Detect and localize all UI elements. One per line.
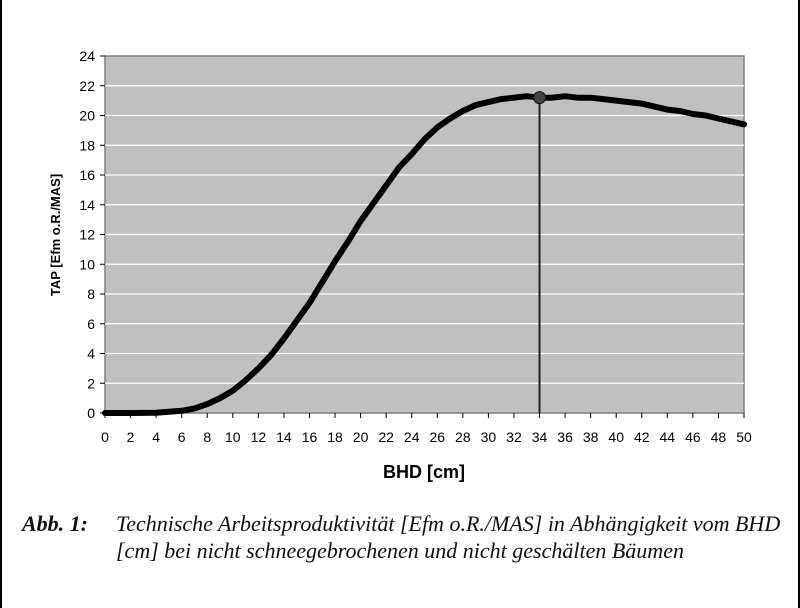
x-tick-label: 30 — [481, 429, 497, 445]
x-tick-label: 38 — [583, 429, 599, 445]
series-line — [102, 93, 747, 416]
x-tick-label: 50 — [736, 429, 752, 445]
x-tick-label: 46 — [685, 429, 701, 445]
figure-caption: Abb. 1: Technische Arbeitsproduktivität … — [22, 510, 792, 564]
x-tick-label: 2 — [127, 429, 135, 445]
frame-border-right — [798, 0, 800, 608]
y-tick-label: 2 — [87, 375, 95, 391]
max-point-marker — [533, 91, 547, 105]
caption-label: Abb. 1: — [22, 511, 88, 536]
y-tick-label: 0 — [87, 405, 95, 421]
x-tick-label: 44 — [660, 429, 676, 445]
x-tick-label: 22 — [378, 429, 394, 445]
line-chart: 0 2 4 6 8 10 12 14 16 18 20 22 24 26 28 30 32 34 36 38 40 42 4… — [48, 48, 752, 482]
y-tick-label: 22 — [79, 78, 95, 94]
grid-lines — [105, 85, 744, 384]
y-tick-label: 10 — [79, 256, 95, 272]
x-tick-label: 48 — [711, 429, 727, 445]
x-tick-label: 36 — [557, 429, 573, 445]
x-tick-label: 24 — [404, 429, 420, 445]
x-tick-label: 34 — [532, 429, 548, 445]
x-tick-label: 42 — [634, 429, 650, 445]
y-tick-label: 6 — [87, 316, 95, 332]
y-tick-label: 14 — [79, 197, 95, 213]
y-axis-label: TAP [Efm o.R./MAS] — [48, 174, 63, 296]
x-tick-label: 28 — [455, 429, 471, 445]
y-tick-label: 24 — [79, 48, 95, 64]
x-tick-label: 18 — [327, 429, 343, 445]
caption-text: Technische Arbeitsproduktivität [Efm o.R… — [116, 511, 781, 563]
x-axis-ticks: 0 2 4 6 8 10 12 14 16 18 20 22 24 26 28 30 32 34 36 38 40 42 4… — [101, 413, 752, 445]
y-tick-label: 12 — [79, 227, 95, 243]
y-tick-label: 4 — [87, 346, 95, 362]
x-tick-label: 40 — [608, 429, 624, 445]
x-tick-label: 26 — [429, 429, 445, 445]
x-axis-label: BHD [cm] — [383, 462, 465, 482]
x-tick-label: 6 — [178, 429, 186, 445]
x-tick-label: 16 — [302, 429, 318, 445]
y-tick-label: 18 — [79, 137, 95, 153]
x-tick-label: 32 — [506, 429, 522, 445]
x-tick-label: 4 — [152, 429, 160, 445]
series-group — [102, 93, 747, 416]
x-tick-label: 20 — [353, 429, 369, 445]
annotation-group — [533, 91, 547, 413]
x-tick-label: 8 — [203, 429, 211, 445]
x-tick-label: 10 — [225, 429, 241, 445]
x-tick-label: 14 — [276, 429, 292, 445]
frame-border-left — [0, 0, 2, 608]
y-tick-label: 8 — [87, 286, 95, 302]
x-tick-label: 0 — [101, 429, 109, 445]
y-tick-label: 20 — [79, 108, 95, 124]
x-tick-label: 12 — [251, 429, 267, 445]
y-tick-label: 16 — [79, 167, 95, 183]
